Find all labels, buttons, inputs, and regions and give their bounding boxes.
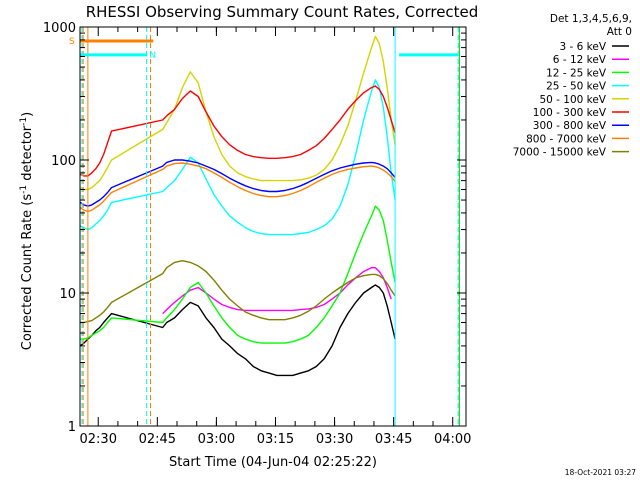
y-tick-label-3: 1000 — [43, 21, 76, 36]
series-line-5 — [79, 85, 396, 177]
y-axis-label-sup1: -1 — [19, 185, 29, 194]
x-axis: 02:30 02:45 03:00 03:15 03:30 03:45 04:00 — [80, 27, 471, 447]
timestamp: 18-Oct-2021 03:27 — [565, 468, 636, 477]
y-axis-label-end: ) — [20, 112, 35, 117]
legend-label-5: 100 - 300 keV — [533, 107, 607, 119]
series-line-1 — [162, 267, 392, 315]
flag-layer: SN — [69, 37, 459, 61]
y-axis-label-sup2: -1 — [19, 117, 29, 126]
chart-title: RHESSI Observing Summary Count Rates, Co… — [86, 3, 479, 21]
legend-label-7: 800 - 7000 keV — [526, 133, 607, 145]
x-tick-label-3: 03:15 — [257, 432, 294, 447]
y-tick-label-2: 100 — [51, 154, 76, 169]
x-tick-label-2: 03:00 — [198, 432, 235, 447]
y-axis-label-main: Corrected Count Rate (s — [20, 194, 35, 351]
flag-label-0: S — [69, 37, 75, 47]
series-line-3 — [79, 79, 396, 236]
y-tick-label-1: 10 — [59, 287, 76, 302]
legend-label-2: 12 - 25 keV — [546, 67, 607, 79]
x-tick-label-5: 03:45 — [375, 432, 412, 447]
series-layer — [79, 35, 396, 377]
series-line-2 — [80, 205, 396, 344]
marker-layer — [81, 27, 460, 426]
x-tick-label-1: 02:45 — [139, 432, 176, 447]
x-tick-label-4: 03:30 — [316, 432, 353, 447]
y-tick-label-0: 1 — [68, 420, 76, 435]
y-axis-label: Corrected Count Rate (s-1 detector-1) — [19, 112, 35, 350]
x-tick-label-0: 02:30 — [80, 432, 117, 447]
legend-label-1: 6 - 12 keV — [553, 54, 607, 66]
plot-frame — [79, 26, 467, 427]
series-line-6 — [79, 159, 396, 207]
series-line-0 — [79, 284, 396, 377]
series-line-7 — [79, 162, 396, 213]
y-axis: 1 10 100 1000 — [43, 21, 466, 435]
series-line-8 — [80, 260, 396, 324]
x-tick-label-6: 04:00 — [434, 432, 471, 447]
legend-label-3: 25 - 50 keV — [546, 81, 607, 93]
y-axis-label-mid: detector — [20, 125, 35, 185]
legend-label-6: 300 - 800 keV — [533, 120, 607, 132]
series-line-4 — [79, 35, 396, 191]
flag-label-1: N — [149, 51, 156, 61]
legend-label-0: 3 - 6 keV — [559, 41, 606, 53]
x-axis-label: Start Time (04-Jun-04 02:25:22) — [169, 455, 377, 470]
legend-label-4: 50 - 100 keV — [539, 94, 606, 106]
legend-header-line-1: Det 1,3,4,5,6,9, — [550, 13, 632, 25]
legend-header-line-2: Att 0 — [607, 26, 632, 38]
legend-label-8: 7000 - 15000 keV — [513, 147, 607, 159]
